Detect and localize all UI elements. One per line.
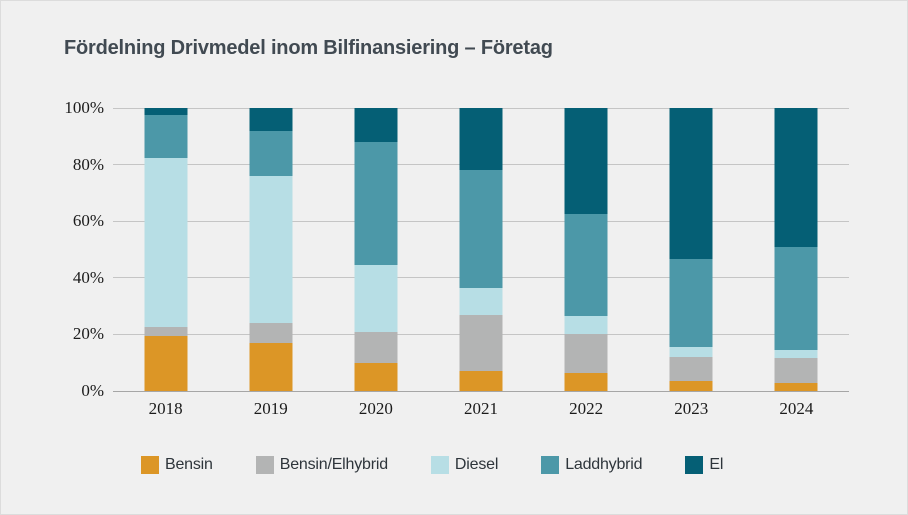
legend-item-laddhybrid: Laddhybrid bbox=[541, 456, 643, 474]
x-axis-tick-label: 2023 bbox=[674, 399, 709, 418]
segment-laddhybrid-2022 bbox=[564, 214, 608, 317]
bar-column-2022: 2022 bbox=[534, 108, 639, 418]
bar-column-2019: 2019 bbox=[218, 108, 323, 418]
y-axis-tick-label: 40% bbox=[72, 267, 104, 287]
legend: Bensin Bensin/Elhybrid Diesel Laddhybrid El bbox=[141, 456, 723, 474]
x-axis-tick-label: 2019 bbox=[253, 399, 288, 418]
segment-bensin-2018 bbox=[144, 335, 188, 391]
segment-bensin-elhybrid-2024 bbox=[774, 358, 818, 383]
x-axis-tick-label: 2024 bbox=[779, 399, 814, 418]
segment-el-2024 bbox=[774, 108, 818, 247]
legend-label-bensin: Bensin bbox=[165, 456, 213, 473]
segment-bensin-2022 bbox=[564, 372, 608, 391]
bar-column-2018: 2018 bbox=[113, 108, 218, 418]
segment-bensin-elhybrid-2018 bbox=[144, 327, 188, 336]
segment-laddhybrid-2020 bbox=[354, 141, 398, 266]
segment-el-2020 bbox=[354, 108, 398, 142]
segment-diesel-2024 bbox=[774, 349, 818, 359]
stacked-bar-2023 bbox=[669, 108, 713, 391]
y-axis-tick-label: 60% bbox=[72, 211, 104, 231]
x-axis-tick-label: 2022 bbox=[569, 399, 604, 418]
segment-bensin-elhybrid-2020 bbox=[354, 331, 398, 363]
segment-el-2022 bbox=[564, 108, 608, 215]
x-axis-tick-label: 2020 bbox=[358, 399, 393, 418]
segment-laddhybrid-2023 bbox=[669, 259, 713, 348]
segment-diesel-2022 bbox=[564, 316, 608, 335]
gridline-100 bbox=[113, 107, 849, 109]
legend-item-bensin-elhybrid: Bensin/Elhybrid bbox=[255, 456, 388, 474]
stacked-bar-2024 bbox=[774, 108, 818, 391]
y-axis-tick-label: 20% bbox=[72, 324, 104, 344]
bar-column-2020: 2020 bbox=[323, 108, 428, 418]
segment-diesel-2020 bbox=[354, 265, 398, 332]
segment-bensin-elhybrid-2023 bbox=[669, 357, 713, 382]
legend-swatch-el bbox=[685, 456, 704, 474]
legend-swatch-bensin-elhybrid bbox=[255, 456, 274, 474]
segment-bensin-2023 bbox=[669, 381, 713, 391]
segment-el-2023 bbox=[669, 108, 713, 260]
stacked-bar-2020 bbox=[354, 108, 398, 391]
bar-column-2023: 2023 bbox=[639, 108, 744, 418]
segment-el-2021 bbox=[459, 108, 503, 171]
legend-label-diesel: Diesel bbox=[454, 456, 499, 473]
segment-bensin-2024 bbox=[774, 382, 818, 391]
segment-diesel-2021 bbox=[459, 287, 503, 315]
segment-diesel-2023 bbox=[669, 347, 713, 358]
chart-title: Fördelning Drivmedel inom Bilfinansierin… bbox=[64, 37, 553, 59]
y-axis-tick-label: 0% bbox=[81, 381, 104, 400]
segment-diesel-2018 bbox=[144, 157, 188, 328]
bar-column-2021: 2021 bbox=[428, 108, 533, 418]
stacked-bar-2018 bbox=[144, 108, 188, 391]
stacked-bar-2022 bbox=[564, 108, 608, 391]
gridline-0 bbox=[113, 390, 849, 392]
legend-swatch-laddhybrid bbox=[541, 456, 560, 474]
segment-bensin-elhybrid-2019 bbox=[249, 323, 293, 343]
legend-label-laddhybrid: Laddhybrid bbox=[565, 456, 643, 473]
y-axis-tick-label: 100% bbox=[64, 98, 104, 117]
segment-bensin-2021 bbox=[459, 371, 503, 391]
legend-item-el: El bbox=[685, 456, 723, 474]
stacked-bar-2021 bbox=[459, 108, 503, 391]
legend-swatch-bensin bbox=[141, 456, 159, 474]
segment-bensin-2019 bbox=[249, 342, 293, 391]
legend-label-bensin-elhybrid: Bensin/Elhybrid bbox=[279, 456, 388, 473]
segment-bensin-elhybrid-2022 bbox=[564, 334, 608, 373]
legend-label-el: El bbox=[709, 456, 724, 473]
y-axis-tick-label: 80% bbox=[72, 154, 104, 174]
segment-laddhybrid-2018 bbox=[144, 115, 188, 158]
segment-bensin-2020 bbox=[354, 362, 398, 391]
x-axis-tick-label: 2018 bbox=[148, 399, 183, 418]
legend-swatch-diesel bbox=[430, 456, 449, 474]
segment-laddhybrid-2024 bbox=[774, 246, 818, 350]
stacked-bar-2019 bbox=[249, 108, 293, 391]
bar-column-2024: 2024 bbox=[744, 108, 849, 418]
segment-bensin-elhybrid-2021 bbox=[459, 314, 503, 372]
plot-area: 100% 80% 60% 40% 20% 0% 2018 2019 2020 2021 2022 20… bbox=[64, 99, 849, 418]
segment-el-2018 bbox=[144, 108, 188, 116]
segment-diesel-2019 bbox=[249, 175, 293, 324]
x-axis-tick-label: 2021 bbox=[463, 399, 498, 418]
segment-laddhybrid-2019 bbox=[249, 130, 293, 176]
segment-el-2019 bbox=[249, 108, 293, 131]
segment-laddhybrid-2021 bbox=[459, 170, 503, 288]
legend-item-bensin: Bensin bbox=[141, 456, 213, 474]
legend-item-diesel: Diesel bbox=[430, 456, 499, 474]
